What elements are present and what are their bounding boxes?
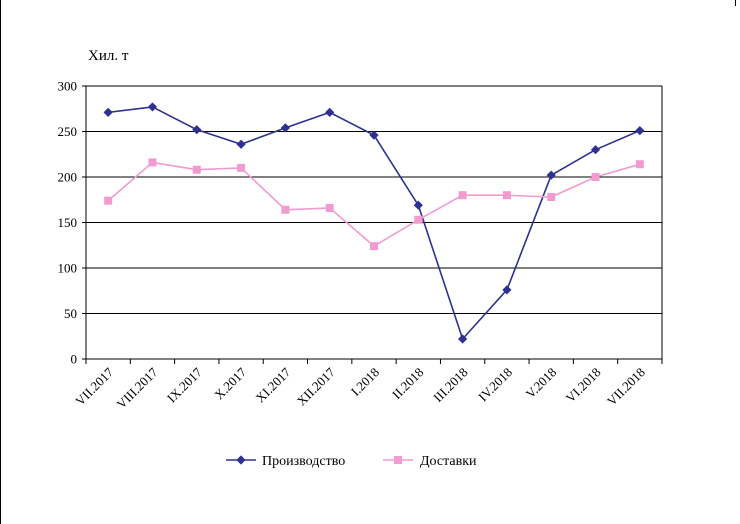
x-tick-label: VI.2018 (563, 365, 604, 406)
x-tick-label: III.2018 (430, 365, 470, 405)
y-tick-label: 150 (58, 215, 78, 230)
x-tick-label: XII.2017 (294, 364, 338, 408)
data-point-production (546, 170, 556, 180)
x-tick-label: VII.2018 (604, 365, 648, 409)
x-tick-label: VIII.2017 (113, 364, 160, 411)
data-point-production (369, 130, 379, 140)
y-tick-label: 50 (64, 306, 77, 321)
data-point-deliveries (547, 193, 556, 202)
data-point-production (502, 285, 512, 295)
data-point-production (635, 125, 645, 136)
legend-marker-production (236, 455, 246, 465)
y-tick-label: 300 (58, 79, 78, 94)
axes (82, 85, 663, 364)
x-tick-label: XI.2017 (253, 364, 294, 405)
legend-label-deliveries: Доставки (420, 454, 477, 469)
y-axis-label: Хил. т (88, 48, 129, 64)
data-point-production (590, 145, 601, 155)
data-point-deliveries (414, 215, 423, 224)
data-point-deliveries (325, 203, 334, 212)
data-point-deliveries (192, 165, 201, 174)
series-line-deliveries (107, 161, 641, 248)
gridlines (86, 85, 662, 314)
corner-mark (735, 0, 736, 6)
data-point-production (147, 102, 158, 112)
legend: Производство Доставки (226, 454, 477, 469)
data-point-production (236, 139, 246, 149)
data-point-deliveries (104, 196, 113, 205)
data-point-deliveries (237, 163, 246, 172)
x-tick-label: V.2018 (523, 365, 560, 402)
x-tick-label: IV.2018 (475, 365, 515, 405)
y-tick-label: 100 (58, 261, 78, 276)
y-tick-label: 200 (58, 170, 78, 185)
data-point-deliveries (281, 205, 290, 214)
data-point-production (413, 200, 423, 210)
data-point-deliveries (502, 191, 511, 200)
page-left-border (0, 0, 1, 524)
y-tick-labels: 0 50 100 150 200 250 300 (58, 79, 78, 367)
data-point-production (280, 123, 290, 133)
data-point-production (192, 125, 202, 135)
series-markers (103, 102, 645, 344)
x-tick-label: I.2018 (348, 365, 382, 399)
legend-label-production: Производство (262, 454, 345, 469)
data-point-production (103, 107, 113, 117)
y-tick-label: 0 (71, 352, 78, 367)
data-point-production (325, 107, 335, 117)
x-tick-label: II.2018 (389, 365, 426, 402)
x-tick-label: X.2017 (211, 364, 249, 402)
data-point-deliveries (635, 160, 644, 169)
data-point-production (458, 334, 468, 344)
legend-marker-deliveries (394, 456, 402, 464)
data-point-deliveries (591, 173, 600, 181)
data-point-deliveries (370, 242, 378, 251)
data-point-deliveries (458, 191, 467, 200)
data-point-deliveries (148, 158, 157, 167)
x-tick-label: IX.2017 (164, 364, 205, 405)
y-tick-label: 250 (58, 124, 78, 139)
x-tick-label: VII.2017 (72, 364, 116, 408)
